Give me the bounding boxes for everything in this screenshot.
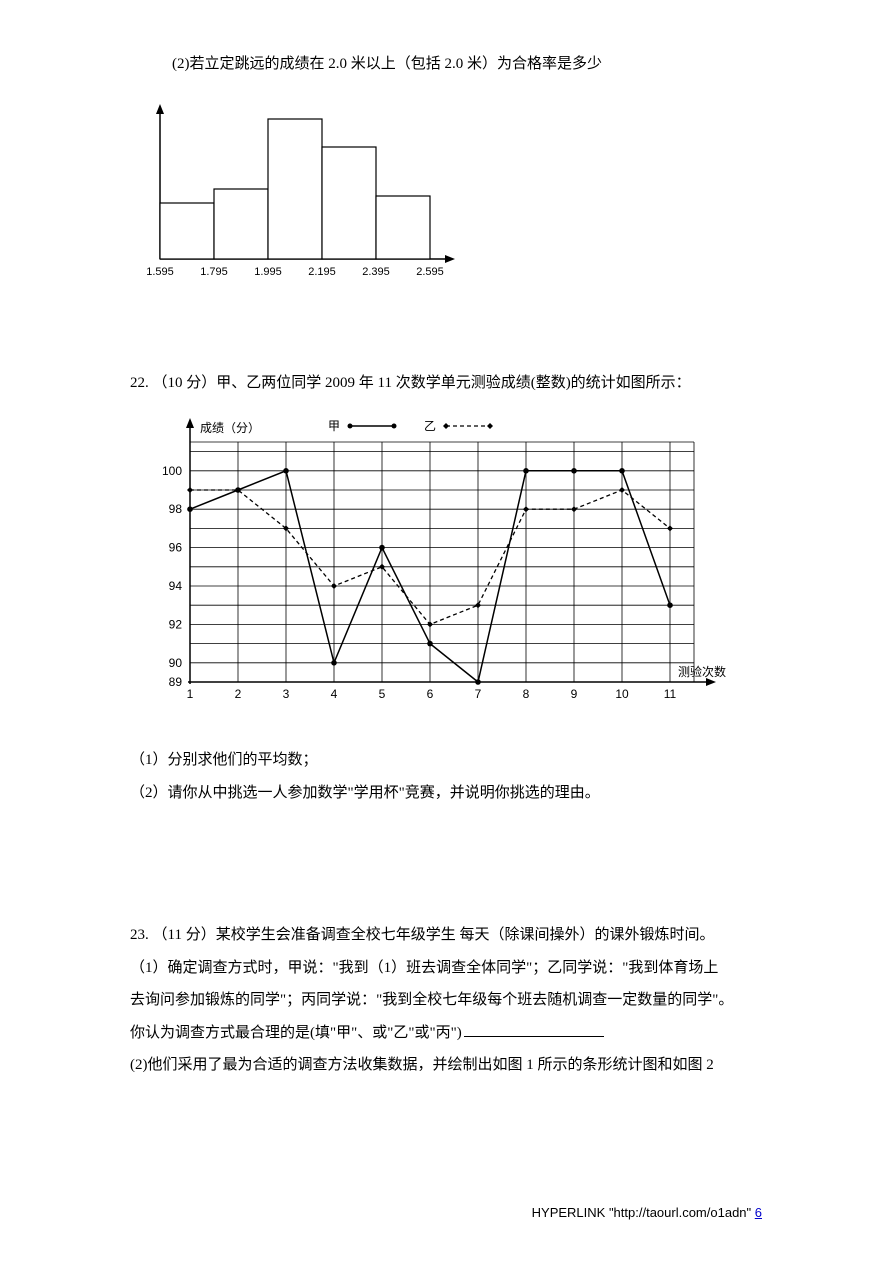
- svg-text:89: 89: [169, 675, 183, 689]
- svg-text:8: 8: [523, 687, 530, 701]
- q23-line5-text: (2)他们采用了最为合适的调查方法收集数据，并绘制出如图 1 所示的条形统计图和…: [130, 1051, 772, 1080]
- q23-line2-text: （1）确定调查方式时，甲说："我到（1）班去调查全体同学"；乙同学说："我到体育…: [130, 954, 772, 983]
- svg-text:成绩（分）: 成绩（分）: [200, 421, 260, 435]
- svg-text:7: 7: [475, 687, 482, 701]
- svg-text:4: 4: [331, 687, 338, 701]
- svg-text:5: 5: [379, 687, 386, 701]
- svg-text:2: 2: [235, 687, 242, 701]
- q23-line1-text: 23. （11 分）某校学生会准备调查全校七年级学生 每天（除课间操外）的课外锻…: [130, 921, 772, 950]
- q23-line3-text: 去询问参加锻炼的同学"；丙同学说："我到全校七年级每个班去随机调查一定数量的同学…: [130, 986, 772, 1015]
- q23-line4-text: 你认为调查方式最合理的是(填"甲"、或"乙"或"丙"): [130, 1019, 772, 1048]
- answer-blank[interactable]: [464, 1036, 604, 1037]
- svg-text:甲: 甲: [328, 419, 340, 433]
- svg-text:乙: 乙: [424, 419, 436, 433]
- footer-hyperlink-text: HYPERLINK "http://taourl.com/o1adn": [532, 1205, 755, 1220]
- svg-text:2.195: 2.195: [308, 266, 336, 278]
- svg-text:92: 92: [169, 617, 183, 631]
- svg-text:2.395: 2.395: [362, 266, 390, 278]
- svg-text:11: 11: [664, 687, 677, 701]
- histogram-chart: 1.595 1.795 1.995 2.195 2.395 2.595: [130, 99, 772, 310]
- q22-sub1-text: （1）分别求他们的平均数；: [130, 746, 772, 775]
- svg-text:96: 96: [169, 540, 183, 554]
- svg-text:1: 1: [187, 687, 194, 701]
- svg-text:90: 90: [169, 655, 183, 669]
- q23-line4-label: 你认为调查方式最合理的是(填"甲"、或"乙"或"丙"): [130, 1025, 462, 1041]
- q22-sub2-text: （2）请你从中挑选一人参加数学"学用杯"竞赛，并说明你挑选的理由。: [130, 779, 772, 808]
- svg-text:98: 98: [169, 502, 183, 516]
- svg-text:2.595: 2.595: [416, 266, 444, 278]
- line-chart: 8990929496981001234567891011成绩（分）测验次数甲乙: [130, 412, 772, 733]
- svg-text:9: 9: [571, 687, 578, 701]
- q22-intro-text: 22. （10 分）甲、乙两位同学 2009 年 11 次数学单元测验成绩(整数…: [130, 369, 772, 398]
- svg-text:6: 6: [427, 687, 434, 701]
- svg-text:1.795: 1.795: [200, 266, 228, 278]
- svg-text:测验次数: 测验次数: [678, 664, 726, 679]
- svg-text:1.995: 1.995: [254, 266, 282, 278]
- q21-part2-text: (2)若立定跳远的成绩在 2.0 米以上（包括 2.0 米）为合格率是多少: [172, 50, 772, 79]
- footer-page-link[interactable]: 6: [755, 1205, 762, 1220]
- svg-text:1.595: 1.595: [146, 266, 174, 278]
- svg-text:10: 10: [615, 687, 629, 701]
- svg-text:94: 94: [169, 579, 183, 593]
- svg-text:3: 3: [283, 687, 290, 701]
- footer: HYPERLINK "http://taourl.com/o1adn" 6: [532, 1201, 762, 1226]
- svg-text:100: 100: [162, 463, 182, 477]
